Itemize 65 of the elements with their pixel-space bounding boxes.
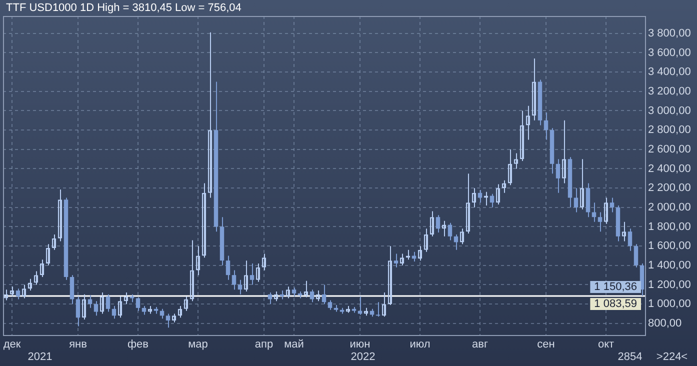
candlestick [376,302,380,318]
text: >224< [656,351,688,364]
candlestick [76,296,80,327]
x-tick-label: июл [410,338,430,351]
x-tick-label: авг [472,338,488,351]
y-tick-label: 3 600,00 [648,46,691,59]
candlestick [448,222,452,241]
y-tick-label: 3 200,00 [648,85,691,98]
candlestick [70,274,74,305]
candlestick [598,212,602,232]
ref-line-label: 1 083,59 [594,298,638,310]
y-tick-label: 2 400,00 [648,162,691,175]
text: 2854 [618,351,642,364]
y-tick-label: 1 000,00 [648,298,691,310]
x-tick-label: янв [69,338,88,351]
x-tick-label: апр [254,338,274,351]
candlestick [634,244,638,268]
candlestick [112,306,116,320]
x-tick-label: мар [188,338,208,351]
candlestick [250,262,254,286]
candlestick [454,234,458,250]
y-tick-label: 3 800,00 [648,27,691,40]
candlestick [166,313,170,328]
candlestick [412,251,416,262]
candlestick [436,214,440,234]
y-tick-label: 1 600,00 [648,240,691,252]
candlestick [556,158,560,194]
y-tick-label: 2 200,00 [648,182,691,194]
candlestick [136,296,140,312]
x-tick-label: июн [350,338,370,351]
candlestick [238,279,242,295]
candlestick [574,188,578,213]
candlestick [628,228,632,252]
candlestick [88,294,92,308]
candlestick [610,197,614,213]
candlestick [544,112,548,140]
candlestick [232,270,236,290]
y-tick-label: 800,00 [648,317,682,330]
x-tick-label: май [284,338,304,351]
candlestick [226,255,230,280]
candlestick [310,289,314,303]
text: 2021 [28,351,52,364]
y-tick-label: 3 000,00 [648,104,691,117]
candlestick [490,193,494,208]
candlestick [592,202,596,222]
x-tick-label: окт [598,338,614,351]
annotation: 1 150,36 [594,281,638,294]
y-tick-label: 3 400,00 [648,66,691,78]
y-tick-label: 1 800,00 [648,220,691,233]
candlestick [394,253,398,268]
x-tick-label: дек [3,338,21,351]
y-tick-label: 2 800,00 [648,124,691,136]
candlestick [106,294,110,312]
y-tick-label: 1 400,00 [648,259,691,272]
candlestick [328,300,332,310]
candlestick [94,300,98,316]
chart-title: TTF USD1000 1D High = 3810,45 Low = 756,04 [6,2,242,14]
x-tick-label: фев [127,338,149,351]
x-tick-label: сен [537,338,555,351]
text: 2022 [350,351,376,364]
y-tick-label: 2 600,00 [648,143,691,156]
y-tick-label: 2 000,00 [648,201,691,214]
candlestick [16,288,20,300]
y-tick-label: 1 200,00 [648,278,691,291]
candlestick [322,284,326,305]
